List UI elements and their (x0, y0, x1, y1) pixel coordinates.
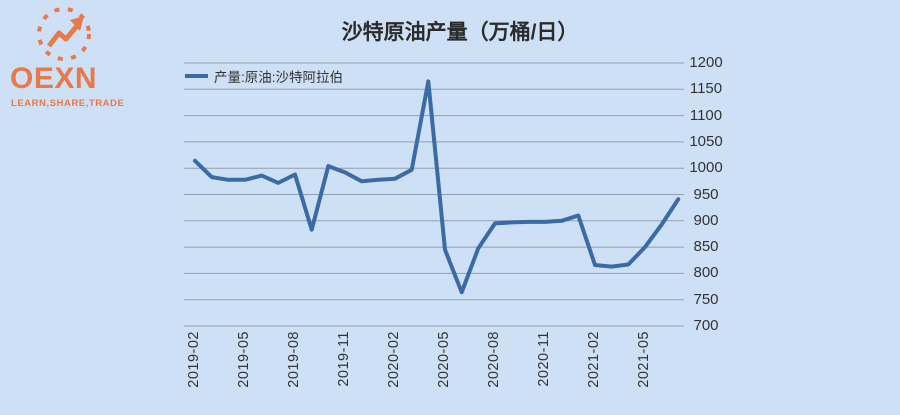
legend-line-swatch (185, 74, 208, 78)
brand-tagline: LEARN,SHARE,TRADE (11, 98, 125, 109)
logo: OEXN LEARN,SHARE,TRADE (8, 5, 138, 115)
brand-name: OEXN (10, 62, 98, 95)
arrow-head (70, 16, 84, 31)
y-axis-tick-label: 950 (693, 185, 719, 203)
x-axis-tick-label: 2021-02 (586, 331, 602, 388)
x-axis-tick-label: 2020-02 (386, 331, 402, 388)
y-axis-tick-label: 700 (693, 317, 719, 334)
y-axis-tick-label: 900 (693, 211, 719, 229)
x-axis-tick-label: 2019-08 (286, 331, 302, 388)
x-axis-tick-label: 2019-02 (186, 331, 202, 388)
y-axis-tick-label: 1000 (689, 159, 723, 177)
x-axis-tick-label: 2021-05 (636, 331, 652, 388)
series-line-saudi-oil-production (193, 79, 681, 295)
x-axis-tick-label: 2019-11 (336, 331, 352, 387)
legend: 产量:原油:沙特阿拉伯 (185, 66, 343, 86)
y-axis-tick-label: 750 (693, 290, 719, 308)
trend-arrow-circle-icon (37, 7, 91, 61)
x-axis-tick-label: 2020-05 (436, 331, 452, 388)
y-axis-tick-label: 1200 (689, 54, 723, 71)
legend-label: 产量:原油:沙特阿拉伯 (214, 70, 344, 85)
y-axis-tick-label: 1050 (689, 132, 723, 150)
y-axis-tick-label: 800 (693, 264, 719, 282)
dashed-circle (37, 7, 91, 61)
chart-title: 沙特原油产量（万桶/日） (341, 21, 579, 44)
y-axis-tick-label: 1150 (689, 80, 723, 98)
y-axis-tick-label: 1100 (689, 106, 723, 124)
x-axis-tick-label: 2019-05 (236, 331, 252, 388)
trend-line (47, 24, 79, 48)
x-axis-tick-label: 2020-11 (536, 331, 552, 387)
y-axis-tick-label: 850 (693, 238, 719, 256)
x-axis-tick-label: 2020-08 (486, 331, 502, 388)
